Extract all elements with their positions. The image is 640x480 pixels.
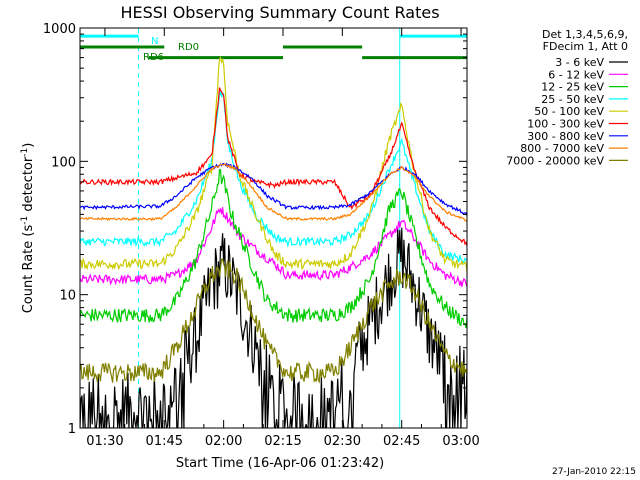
status-label-n: N <box>151 36 158 47</box>
x-tick-label-6: 03:00 <box>442 434 479 449</box>
legend-label-0: 3 - 6 keV <box>555 56 604 69</box>
legend-label-4: 50 - 100 keV <box>534 105 604 118</box>
y-axis-label: Count Rate (s-1 detector-1) <box>20 143 36 314</box>
legend-label-1: 6 - 12 keV <box>548 68 604 81</box>
status-label-rd6: RD6 <box>143 52 164 63</box>
legend: Det 1,3,4,5,6,9, FDecim 1, Att 0 3 - 6 k… <box>506 28 628 167</box>
y-tick-label-2: 100 <box>51 155 76 170</box>
x-tick-label-4: 02:30 <box>324 434 361 449</box>
series-line-1 <box>80 207 467 287</box>
legend-label-7: 800 - 7000 keV <box>520 142 604 155</box>
x-axis-label: Start Time (16-Apr-06 01:23:42) <box>176 456 384 471</box>
legend-header-line-2: FDecim 1, Att 0 <box>543 40 628 53</box>
series-line-6 <box>80 162 467 216</box>
legend-label-8: 7000 - 20000 keV <box>506 154 604 167</box>
series-line-2 <box>80 169 467 329</box>
x-tick-label-0: 01:30 <box>86 434 123 449</box>
y-tick-label-3: 1000 <box>43 22 76 37</box>
x-tick-label-3: 02:15 <box>264 434 301 449</box>
chart-title: HESSI Observing Summary Count Rates <box>120 3 439 22</box>
series-line-4 <box>80 56 467 272</box>
series-line-8 <box>80 258 467 384</box>
x-tick-label-1: 01:45 <box>146 434 183 449</box>
y-tick-label-1: 10 <box>59 289 76 304</box>
y-tick-label-0: 1 <box>68 422 76 437</box>
timestamp: 27-Jan-2010 22:15 <box>552 467 636 477</box>
legend-header-line-1: Det 1,3,4,5,6,9, <box>542 28 628 41</box>
series-line-3 <box>80 91 467 264</box>
series-line-0 <box>80 227 467 428</box>
x-tick-label-2: 02:00 <box>205 434 242 449</box>
series-lines <box>80 56 467 428</box>
series-line-7 <box>80 163 467 222</box>
ticks: 01:30 01:45 02:00 02:15 02:30 02:45 03:00 1 10 10… <box>43 22 480 449</box>
legend-label-5: 100 - 300 keV <box>527 118 604 131</box>
x-tick-label-5: 02:45 <box>383 434 420 449</box>
series-line-5 <box>80 87 467 247</box>
legend-label-2: 12 - 25 keV <box>541 81 604 94</box>
plot-frame <box>79 27 468 429</box>
legend-label-6: 300 - 800 keV <box>527 130 604 143</box>
status-label-rd0: RD0 <box>178 42 199 53</box>
legend-label-3: 25 - 50 keV <box>541 93 604 106</box>
